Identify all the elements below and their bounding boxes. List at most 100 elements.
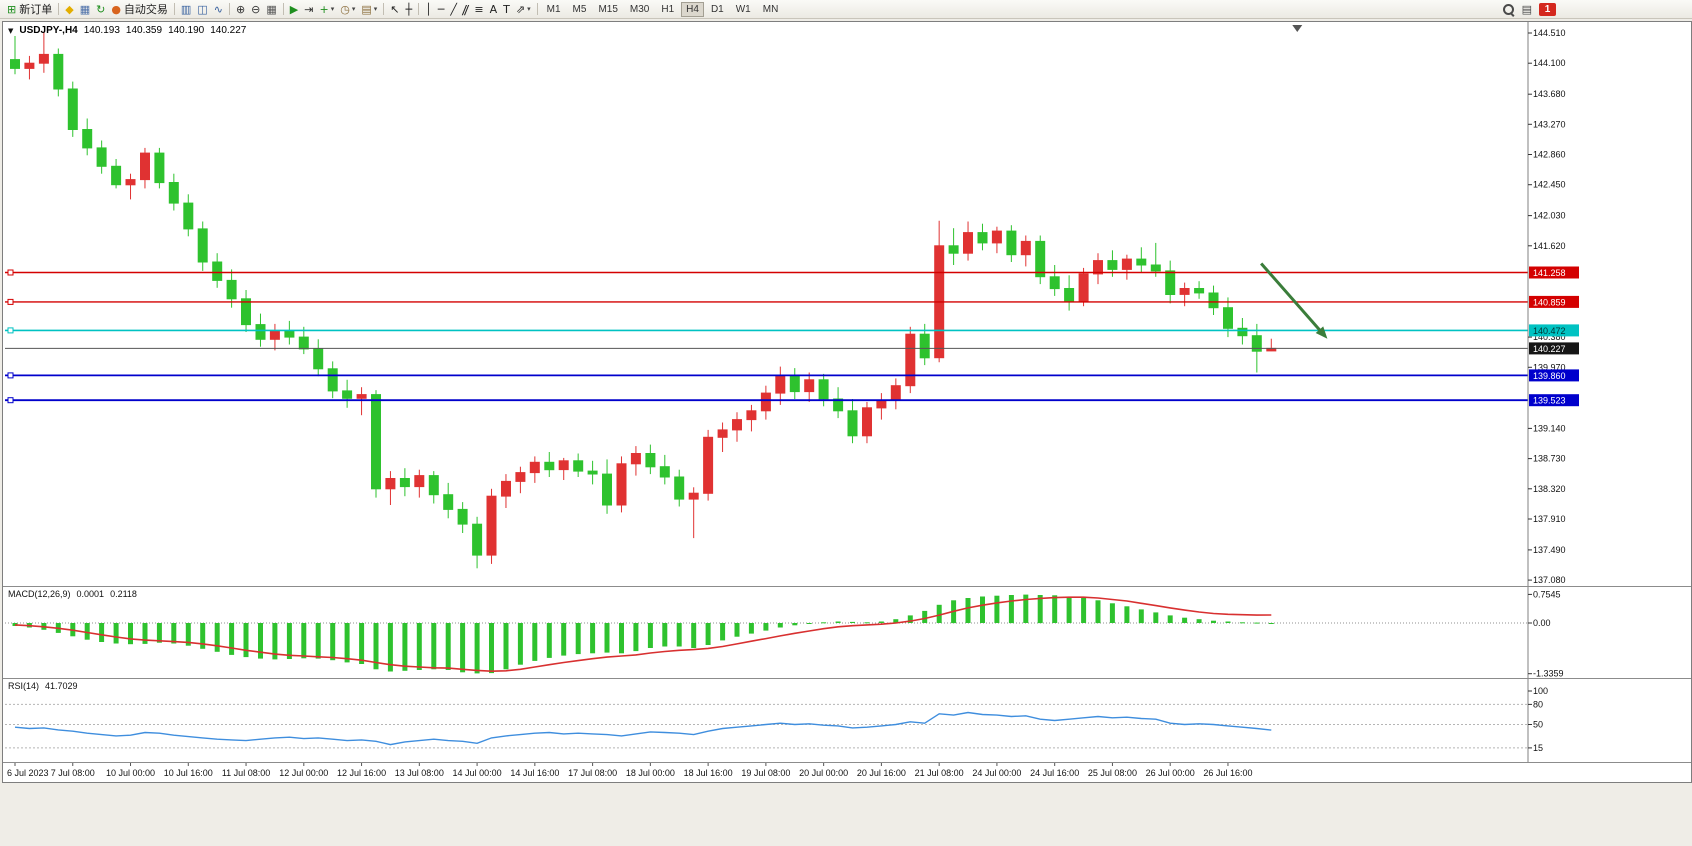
text-button[interactable]: A	[487, 1, 501, 17]
fibonacci-button[interactable]: ≡	[471, 1, 486, 17]
crosshair-button[interactable]: ┼	[402, 1, 415, 17]
svg-text:142.030: 142.030	[1533, 211, 1566, 221]
chart-shift-marker[interactable]	[1292, 25, 1303, 32]
line-handle[interactable]	[7, 397, 14, 404]
macd-signal-line	[14, 596, 1272, 673]
one-click-trading-toggle[interactable]: ▼	[8, 26, 14, 35]
bar-chart-icon: ▥	[180, 2, 192, 16]
notification-badge[interactable]: 1	[1539, 2, 1556, 16]
svg-text:18 Jul 00:00: 18 Jul 00:00	[626, 768, 675, 778]
rsi-levels	[5, 703, 1528, 749]
svg-text:0.00: 0.00	[1533, 618, 1551, 628]
svg-text:19 Jul 08:00: 19 Jul 08:00	[741, 768, 790, 778]
panel-toggle-icon[interactable]: ▤	[1521, 2, 1532, 16]
svg-text:18 Jul 16:00: 18 Jul 16:00	[684, 768, 733, 778]
rsi-value: 41.7029	[45, 681, 78, 691]
zoom-out-button[interactable]: ⊖	[248, 1, 263, 17]
chart-shift-button[interactable]: ⇥	[301, 1, 316, 17]
timeframe-m5-button[interactable]: M5	[572, 3, 587, 15]
cursor-icon: ↖	[390, 2, 400, 16]
panel-divider[interactable]	[3, 586, 1691, 587]
templates-button[interactable]: ▤ ▾	[358, 1, 380, 17]
zoom-out-icon: ⊖	[251, 2, 261, 16]
line-handle[interactable]	[7, 298, 14, 305]
svg-text:12 Jul 00:00: 12 Jul 00:00	[279, 768, 328, 778]
horizontal-lines	[5, 269, 1528, 404]
svg-text:14 Jul 00:00: 14 Jul 00:00	[453, 768, 502, 778]
svg-text:-1.3359: -1.3359	[1533, 669, 1564, 678]
timeframe-w1-button[interactable]: W1	[735, 3, 751, 15]
timeframe-d1-button[interactable]: D1	[710, 3, 724, 15]
toolbar-right-group: ▤ 1	[1502, 2, 1556, 17]
svg-text:11 Jul 08:00: 11 Jul 08:00	[222, 768, 270, 778]
timeframe-m1-button[interactable]: M1	[546, 3, 561, 15]
main-chart-canvas[interactable]: 144.510 144.100 143.680 143.270 142.860 142.4…	[3, 22, 1691, 586]
indicators-icon: +	[319, 2, 329, 16]
toolbar-separator	[418, 3, 420, 15]
timeframe-m30-button[interactable]: M30	[629, 3, 650, 15]
toolbar: ⊞ 新订单 ◆ ▦ ↻ ● 自动交易 ▥ ◫ ∿ ⊕ ⊖ ▦ ▶ ⇥ + ▾ ◷ ▾ ▤ ▾ ↖ ┼ │ ─ ╱ ǁ ≡ A T ⇗ ▾ M1 M…	[0, 0, 1692, 19]
zoom-in-button[interactable]: ⊕	[233, 1, 248, 17]
tile-windows-button[interactable]: ▦	[263, 1, 279, 17]
auto-scroll-button[interactable]: ▶	[287, 1, 301, 17]
panel-divider[interactable]	[3, 678, 1691, 679]
quick-trade-icon-icon: ◆	[65, 2, 74, 16]
rsi-canvas[interactable]: 100 80 50 15	[3, 679, 1691, 762]
timeframe-h1-button[interactable]: H1	[661, 3, 675, 15]
macd-panel: 0.7545 0.00 -1.3359 MACD(12,26,9) 0.0001 0…	[3, 587, 1691, 678]
refresh-icon-icon: ↻	[96, 2, 106, 16]
svg-text:137.910: 137.910	[1533, 514, 1566, 524]
svg-text:140.227: 140.227	[1533, 344, 1566, 354]
line-handle[interactable]	[7, 372, 14, 379]
candlestick-chart-icon: ◫	[197, 2, 208, 16]
rsi-axis[interactable]: 100 80 50 15	[1527, 679, 1548, 762]
chart-window: 144.510 144.100 143.680 143.270 142.860 142.4…	[2, 21, 1692, 783]
panel-divider[interactable]	[3, 762, 1691, 763]
macd-canvas[interactable]: 0.7545 0.00 -1.3359	[3, 587, 1691, 678]
svg-text:144.100: 144.100	[1533, 58, 1566, 68]
svg-text:10 Jul 00:00: 10 Jul 00:00	[106, 768, 155, 778]
line-handle[interactable]	[7, 327, 14, 334]
quick-trade-icon[interactable]: ◆	[62, 1, 76, 17]
cursor-button[interactable]: ↖	[387, 1, 402, 17]
channel-button[interactable]: ǁ	[460, 1, 471, 17]
arrows-icon: ⇗	[515, 2, 526, 16]
svg-text:21 Jul 08:00: 21 Jul 08:00	[915, 768, 964, 778]
svg-text:24 Jul 16:00: 24 Jul 16:00	[1030, 768, 1079, 778]
vertical-line-button[interactable]: │	[422, 1, 435, 17]
timeframe-mn-button[interactable]: MN	[762, 3, 779, 15]
rsi-label: RSI(14) 41.7029	[8, 681, 78, 691]
autotrading-icon: ●	[111, 2, 121, 16]
candlestick-chart-button[interactable]: ◫	[194, 1, 210, 17]
new-order-button[interactable]: ⊞ 新订单	[4, 1, 55, 17]
svg-text:24 Jul 00:00: 24 Jul 00:00	[972, 768, 1021, 778]
macd-axis[interactable]: 0.7545 0.00 -1.3359	[1527, 587, 1564, 678]
svg-text:15: 15	[1533, 743, 1543, 753]
chart-window-icon[interactable]: ▦	[77, 1, 93, 17]
price-axis[interactable]: 144.510 144.100 143.680 143.270 142.860 142.4…	[1527, 22, 1566, 586]
arrows-button[interactable]: ⇗ ▾	[513, 1, 534, 17]
svg-text:14 Jul 16:00: 14 Jul 16:00	[510, 768, 559, 778]
templates-icon: ▤	[361, 2, 372, 16]
svg-text:143.680: 143.680	[1533, 89, 1566, 99]
indicators-button[interactable]: + ▾	[316, 1, 337, 17]
trendline-button[interactable]: ╱	[447, 1, 460, 17]
refresh-icon[interactable]: ↻	[93, 1, 108, 17]
label-button[interactable]: T	[500, 1, 513, 17]
search-icon[interactable]	[1502, 3, 1515, 16]
svg-text:142.450: 142.450	[1533, 180, 1566, 190]
autotrading-button-label: 自动交易	[123, 4, 168, 16]
svg-text:138.320: 138.320	[1533, 484, 1566, 494]
horizontal-line-button[interactable]: ─	[435, 1, 448, 17]
bar-chart-button[interactable]: ▥	[178, 1, 194, 17]
svg-text:141.258: 141.258	[1533, 268, 1566, 278]
timeframe-h4-button[interactable]: H4	[681, 1, 704, 17]
line-chart-button[interactable]: ∿	[211, 1, 226, 17]
periods-button[interactable]: ◷ ▾	[337, 1, 358, 17]
line-handle[interactable]	[7, 269, 14, 276]
autotrading-button[interactable]: ● 自动交易	[108, 1, 171, 17]
time-axis[interactable]: 6 Jul 2023 7 Jul 08:00 10 Jul 00:00 10 Jul …	[3, 763, 1691, 782]
timeframe-m15-button[interactable]: M15	[598, 3, 618, 15]
trend-arrow[interactable]	[1260, 262, 1328, 339]
